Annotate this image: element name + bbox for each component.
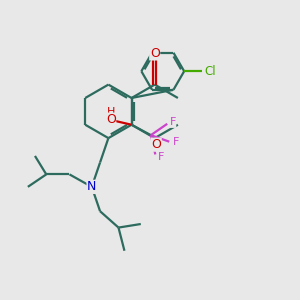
Text: Cl: Cl	[205, 65, 216, 78]
Text: O: O	[151, 138, 161, 151]
Text: N: N	[87, 180, 96, 194]
Text: O: O	[150, 47, 160, 60]
Text: O: O	[106, 113, 116, 126]
Text: H: H	[106, 107, 115, 117]
Text: F: F	[158, 152, 164, 162]
Text: F: F	[173, 137, 179, 147]
Text: F: F	[169, 117, 176, 128]
